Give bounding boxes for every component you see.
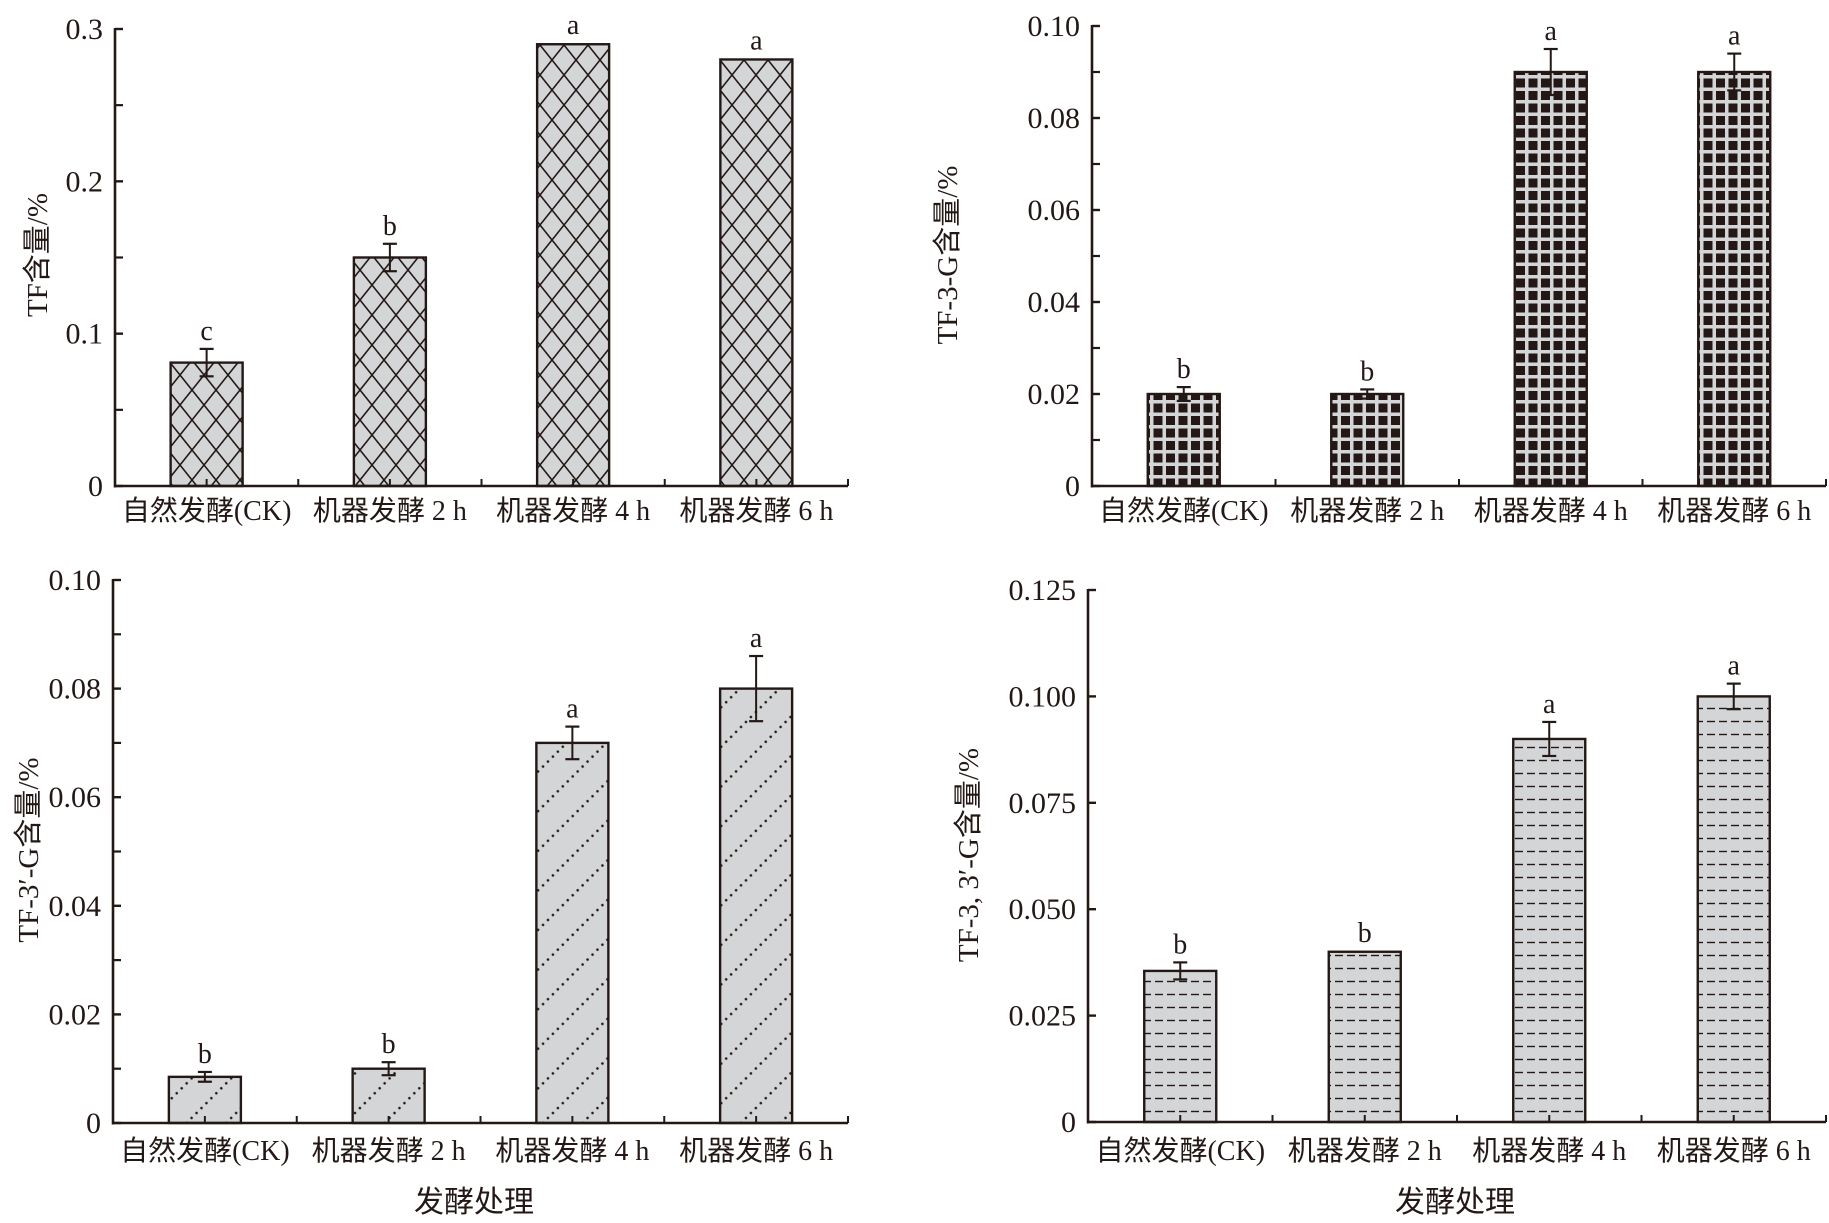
x-tick-label-2: 机器发酵 4 h bbox=[1474, 495, 1628, 527]
x-tick-label-2: 机器发酵 4 h bbox=[496, 495, 650, 527]
bar-2 bbox=[1513, 70, 1588, 488]
x-tick-label-0: 自然发酵(CK) bbox=[120, 1135, 290, 1167]
significance-label-1: b bbox=[1358, 918, 1372, 949]
x-axis-categories: 自然发酵(CK) 机器发酵 2 h 机器发酵 4 h 机器发酵 6 h bbox=[1095, 1135, 1810, 1167]
y-axis-ticks: 0 0.02 0.04 0.06 0.08 0.10 bbox=[1028, 10, 1100, 503]
y-axis-ticks: 0 0.1 0.2 0.3 bbox=[66, 13, 123, 503]
y-tick-label-2: 0.050 bbox=[1009, 893, 1077, 926]
significance-label-3: a bbox=[1728, 651, 1741, 682]
x-tick-label-2: 机器发酵 4 h bbox=[495, 1135, 649, 1167]
y-tick-label-5: 0.10 bbox=[1028, 10, 1081, 43]
significance-label-1: b bbox=[1360, 356, 1374, 387]
y-tick-label-5: 0.125 bbox=[1009, 574, 1077, 607]
significance-label-1: b bbox=[383, 211, 397, 242]
significance-label-0: b bbox=[1177, 354, 1191, 385]
significance-label-3: a bbox=[750, 25, 763, 56]
axes bbox=[1086, 589, 1827, 1124]
y-tick-label-0: 0 bbox=[86, 1107, 101, 1140]
y-tick-label-3: 0.3 bbox=[66, 13, 104, 46]
y-tick-label-0: 0 bbox=[1065, 470, 1080, 503]
bar-1 bbox=[1327, 950, 1402, 1124]
y-tick-label-1: 0.02 bbox=[1028, 378, 1081, 411]
y-tick-label-2: 0.04 bbox=[49, 890, 102, 923]
significance-label-0: b bbox=[198, 1039, 212, 1070]
axes bbox=[1090, 25, 1827, 488]
y-tick-label-3: 0.075 bbox=[1009, 787, 1077, 820]
axes bbox=[113, 28, 849, 488]
bar-2 bbox=[1512, 737, 1587, 1124]
chart-tf3pg-content: TF-3′-G含量/% 0 0.02 0.04 0.06 0.08 0.10 自然发酵(C… bbox=[12, 564, 849, 1219]
y-tick-label-4: 0.08 bbox=[1028, 102, 1081, 135]
x-tick-label-3: 机器发酵 6 h bbox=[1657, 1135, 1811, 1167]
x-tick-label-3: 机器发酵 6 h bbox=[679, 1135, 833, 1167]
bar-0 bbox=[1146, 392, 1221, 488]
y-tick-label-0: 0 bbox=[88, 470, 103, 503]
bar-0 bbox=[167, 1075, 243, 1125]
significance-label-0: b bbox=[1173, 929, 1187, 960]
bars: c b a a bbox=[169, 10, 794, 488]
bar-0 bbox=[1143, 969, 1218, 1124]
y-axis-ticks: 0 0.025 0.050 0.075 0.100 0.125 bbox=[1009, 574, 1096, 1139]
y-tick-label-1: 0.02 bbox=[49, 998, 102, 1031]
x-tick-label-0: 自然发酵(CK) bbox=[1099, 495, 1269, 527]
y-axis-title: TF-3, 3′-G含量/% bbox=[952, 748, 985, 962]
x-tick-label-3: 机器发酵 6 h bbox=[679, 495, 833, 527]
significance-label-2: a bbox=[1545, 16, 1558, 47]
x-tick-label-1: 机器发酵 2 h bbox=[313, 495, 467, 527]
y-tick-label-2: 0.2 bbox=[66, 165, 104, 198]
chart-tf33g-content: TF-3, 3′-G含量/% 0 0.025 0.050 0.075 0.100 0.12… bbox=[952, 574, 1827, 1219]
x-axis-categories: 自然发酵(CK) 机器发酵 2 h 机器发酵 4 h 机器发酵 6 h bbox=[1099, 495, 1811, 527]
bar-1 bbox=[352, 256, 428, 488]
y-tick-label-3: 0.06 bbox=[49, 781, 102, 814]
bar-0 bbox=[169, 361, 244, 488]
y-axis-title: TF-3′-G含量/% bbox=[12, 757, 45, 942]
bars: b b a a bbox=[167, 623, 794, 1125]
y-tick-label-3: 0.06 bbox=[1028, 194, 1081, 227]
x-axis-categories: 自然发酵(CK) 机器发酵 2 h 机器发酵 4 h 机器发酵 6 h bbox=[120, 1135, 833, 1167]
significance-label-1: b bbox=[382, 1029, 396, 1060]
x-tick-label-1: 机器发酵 2 h bbox=[1290, 495, 1444, 527]
significance-label-2: a bbox=[566, 694, 579, 725]
significance-label-2: a bbox=[1543, 689, 1556, 720]
bar-2 bbox=[535, 741, 610, 1125]
significance-label-3: a bbox=[1728, 21, 1741, 52]
bar-3 bbox=[719, 58, 794, 488]
x-axis-title: 发酵处理 bbox=[414, 1186, 534, 1219]
axes bbox=[111, 579, 849, 1125]
bars: b b a a bbox=[1143, 651, 1771, 1124]
y-axis-title: TF-3-G含量/% bbox=[931, 166, 964, 345]
y-tick-label-5: 0.10 bbox=[49, 564, 102, 597]
bars: b b a a bbox=[1146, 16, 1772, 488]
significance-label-3: a bbox=[750, 623, 763, 654]
y-axis-ticks: 0 0.02 0.04 0.06 0.08 0.10 bbox=[49, 564, 121, 1140]
x-tick-label-1: 机器发酵 2 h bbox=[1288, 1135, 1442, 1167]
x-tick-label-3: 机器发酵 6 h bbox=[1657, 495, 1811, 527]
bar-3 bbox=[1696, 695, 1771, 1124]
bar-3 bbox=[718, 687, 794, 1125]
y-axis-title: TF含量/% bbox=[21, 193, 54, 317]
y-tick-label-1: 0.1 bbox=[66, 318, 104, 351]
x-axis-categories: 自然发酵(CK) 机器发酵 2 h 机器发酵 4 h 机器发酵 6 h bbox=[122, 495, 834, 527]
chart-tf-content: TF含量/% 0 0.1 0.2 0.3 自然发酵(CK) 机器发酵 2 h 机器发酵 4… bbox=[21, 10, 849, 527]
x-tick-label-1: 机器发酵 2 h bbox=[312, 1135, 466, 1167]
significance-label-0: c bbox=[200, 316, 212, 347]
y-tick-label-2: 0.04 bbox=[1028, 286, 1081, 319]
bar-1 bbox=[351, 1067, 426, 1125]
y-tick-label-4: 0.08 bbox=[49, 673, 102, 706]
x-tick-label-0: 自然发酵(CK) bbox=[1095, 1135, 1265, 1167]
x-tick-label-2: 机器发酵 4 h bbox=[1472, 1135, 1626, 1167]
x-axis-title: 发酵处理 bbox=[1395, 1186, 1515, 1219]
bar-2 bbox=[535, 43, 611, 488]
y-tick-label-4: 0.100 bbox=[1009, 680, 1077, 713]
chart-tf3g-content: TF-3-G含量/% 0 0.02 0.04 0.06 0.08 0.10 自然发酵(CK… bbox=[931, 10, 1827, 527]
y-tick-label-1: 0.025 bbox=[1009, 1000, 1077, 1033]
bar-3 bbox=[1697, 70, 1772, 488]
y-tick-label-0: 0 bbox=[1061, 1106, 1076, 1139]
x-tick-label-0: 自然发酵(CK) bbox=[122, 495, 292, 527]
bar-1 bbox=[1330, 392, 1405, 488]
significance-label-2: a bbox=[567, 10, 580, 41]
